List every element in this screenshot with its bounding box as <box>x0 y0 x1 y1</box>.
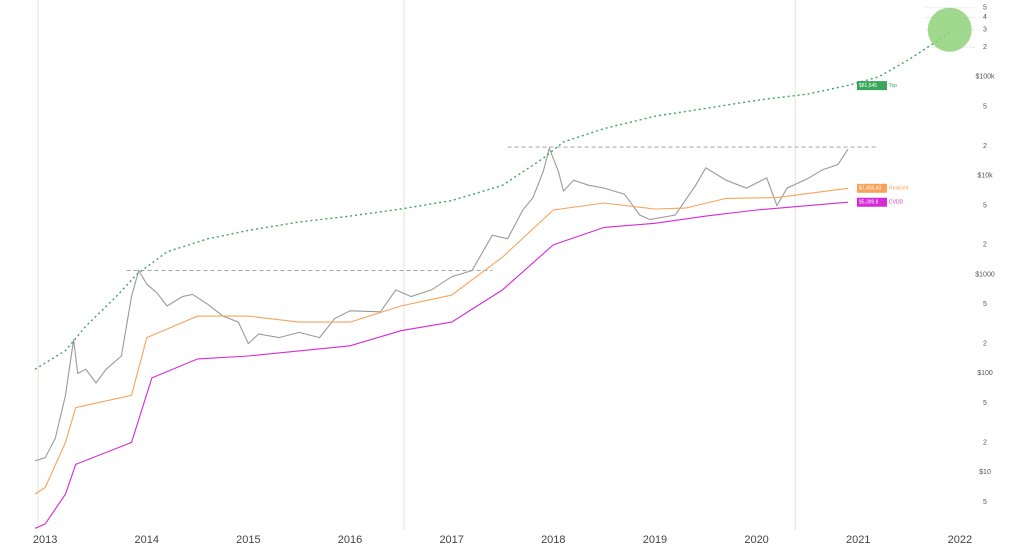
series-line <box>34 32 951 370</box>
x-tick-label: 2019 <box>643 534 667 546</box>
y-tick-label: 5 <box>983 103 987 110</box>
series-tag <box>857 81 887 91</box>
series-name: CVDD <box>889 200 904 206</box>
y-tick-label: $1000 <box>975 271 995 278</box>
x-tick-label: 2018 <box>541 534 565 546</box>
series-tag <box>857 197 887 207</box>
y-tick-label: $100k <box>975 74 995 81</box>
series-name: Realized <box>889 186 909 192</box>
series-name: Top <box>889 83 897 89</box>
series-line <box>34 187 849 495</box>
y-tick-label: 5 <box>983 499 987 506</box>
x-tick-label: 2021 <box>846 534 870 546</box>
series-tag-label: $81,645 <box>859 83 877 89</box>
series-line <box>34 146 849 462</box>
y-tick-label: $10 <box>979 469 991 476</box>
x-tick-label: 2020 <box>744 534 768 546</box>
y-tick-label: 2 <box>983 44 987 51</box>
x-tick-label: 2014 <box>135 534 159 546</box>
x-tick-label: 2017 <box>439 534 463 546</box>
series-line <box>34 201 849 529</box>
y-tick-label: 2 <box>983 242 987 249</box>
x-tick-label: 2013 <box>33 534 57 546</box>
x-tick-label: 2015 <box>236 534 260 546</box>
target-marker <box>927 7 972 52</box>
y-tick-label: 5 <box>983 400 987 407</box>
y-tick-label: 2 <box>983 439 987 446</box>
series-tag-label: $5,389.8 <box>859 200 879 206</box>
y-tick-label: 5 <box>983 202 987 209</box>
x-tick-label: 2016 <box>338 534 362 546</box>
y-tick-label: $100 <box>977 370 993 377</box>
y-tick-label: 3 <box>983 27 987 34</box>
x-tick-label: 2022 <box>948 534 972 546</box>
y-tick-label: 5 <box>983 301 987 308</box>
y-tick-label: 5 <box>983 5 987 12</box>
y-tick-label: 2 <box>983 143 987 150</box>
series-tag-label: $7,456.43 <box>859 186 881 192</box>
series-tag <box>857 183 887 193</box>
y-tick-label: 2 <box>983 340 987 347</box>
y-tick-label: $10k <box>977 173 993 180</box>
y-tick-label: 4 <box>983 14 987 21</box>
